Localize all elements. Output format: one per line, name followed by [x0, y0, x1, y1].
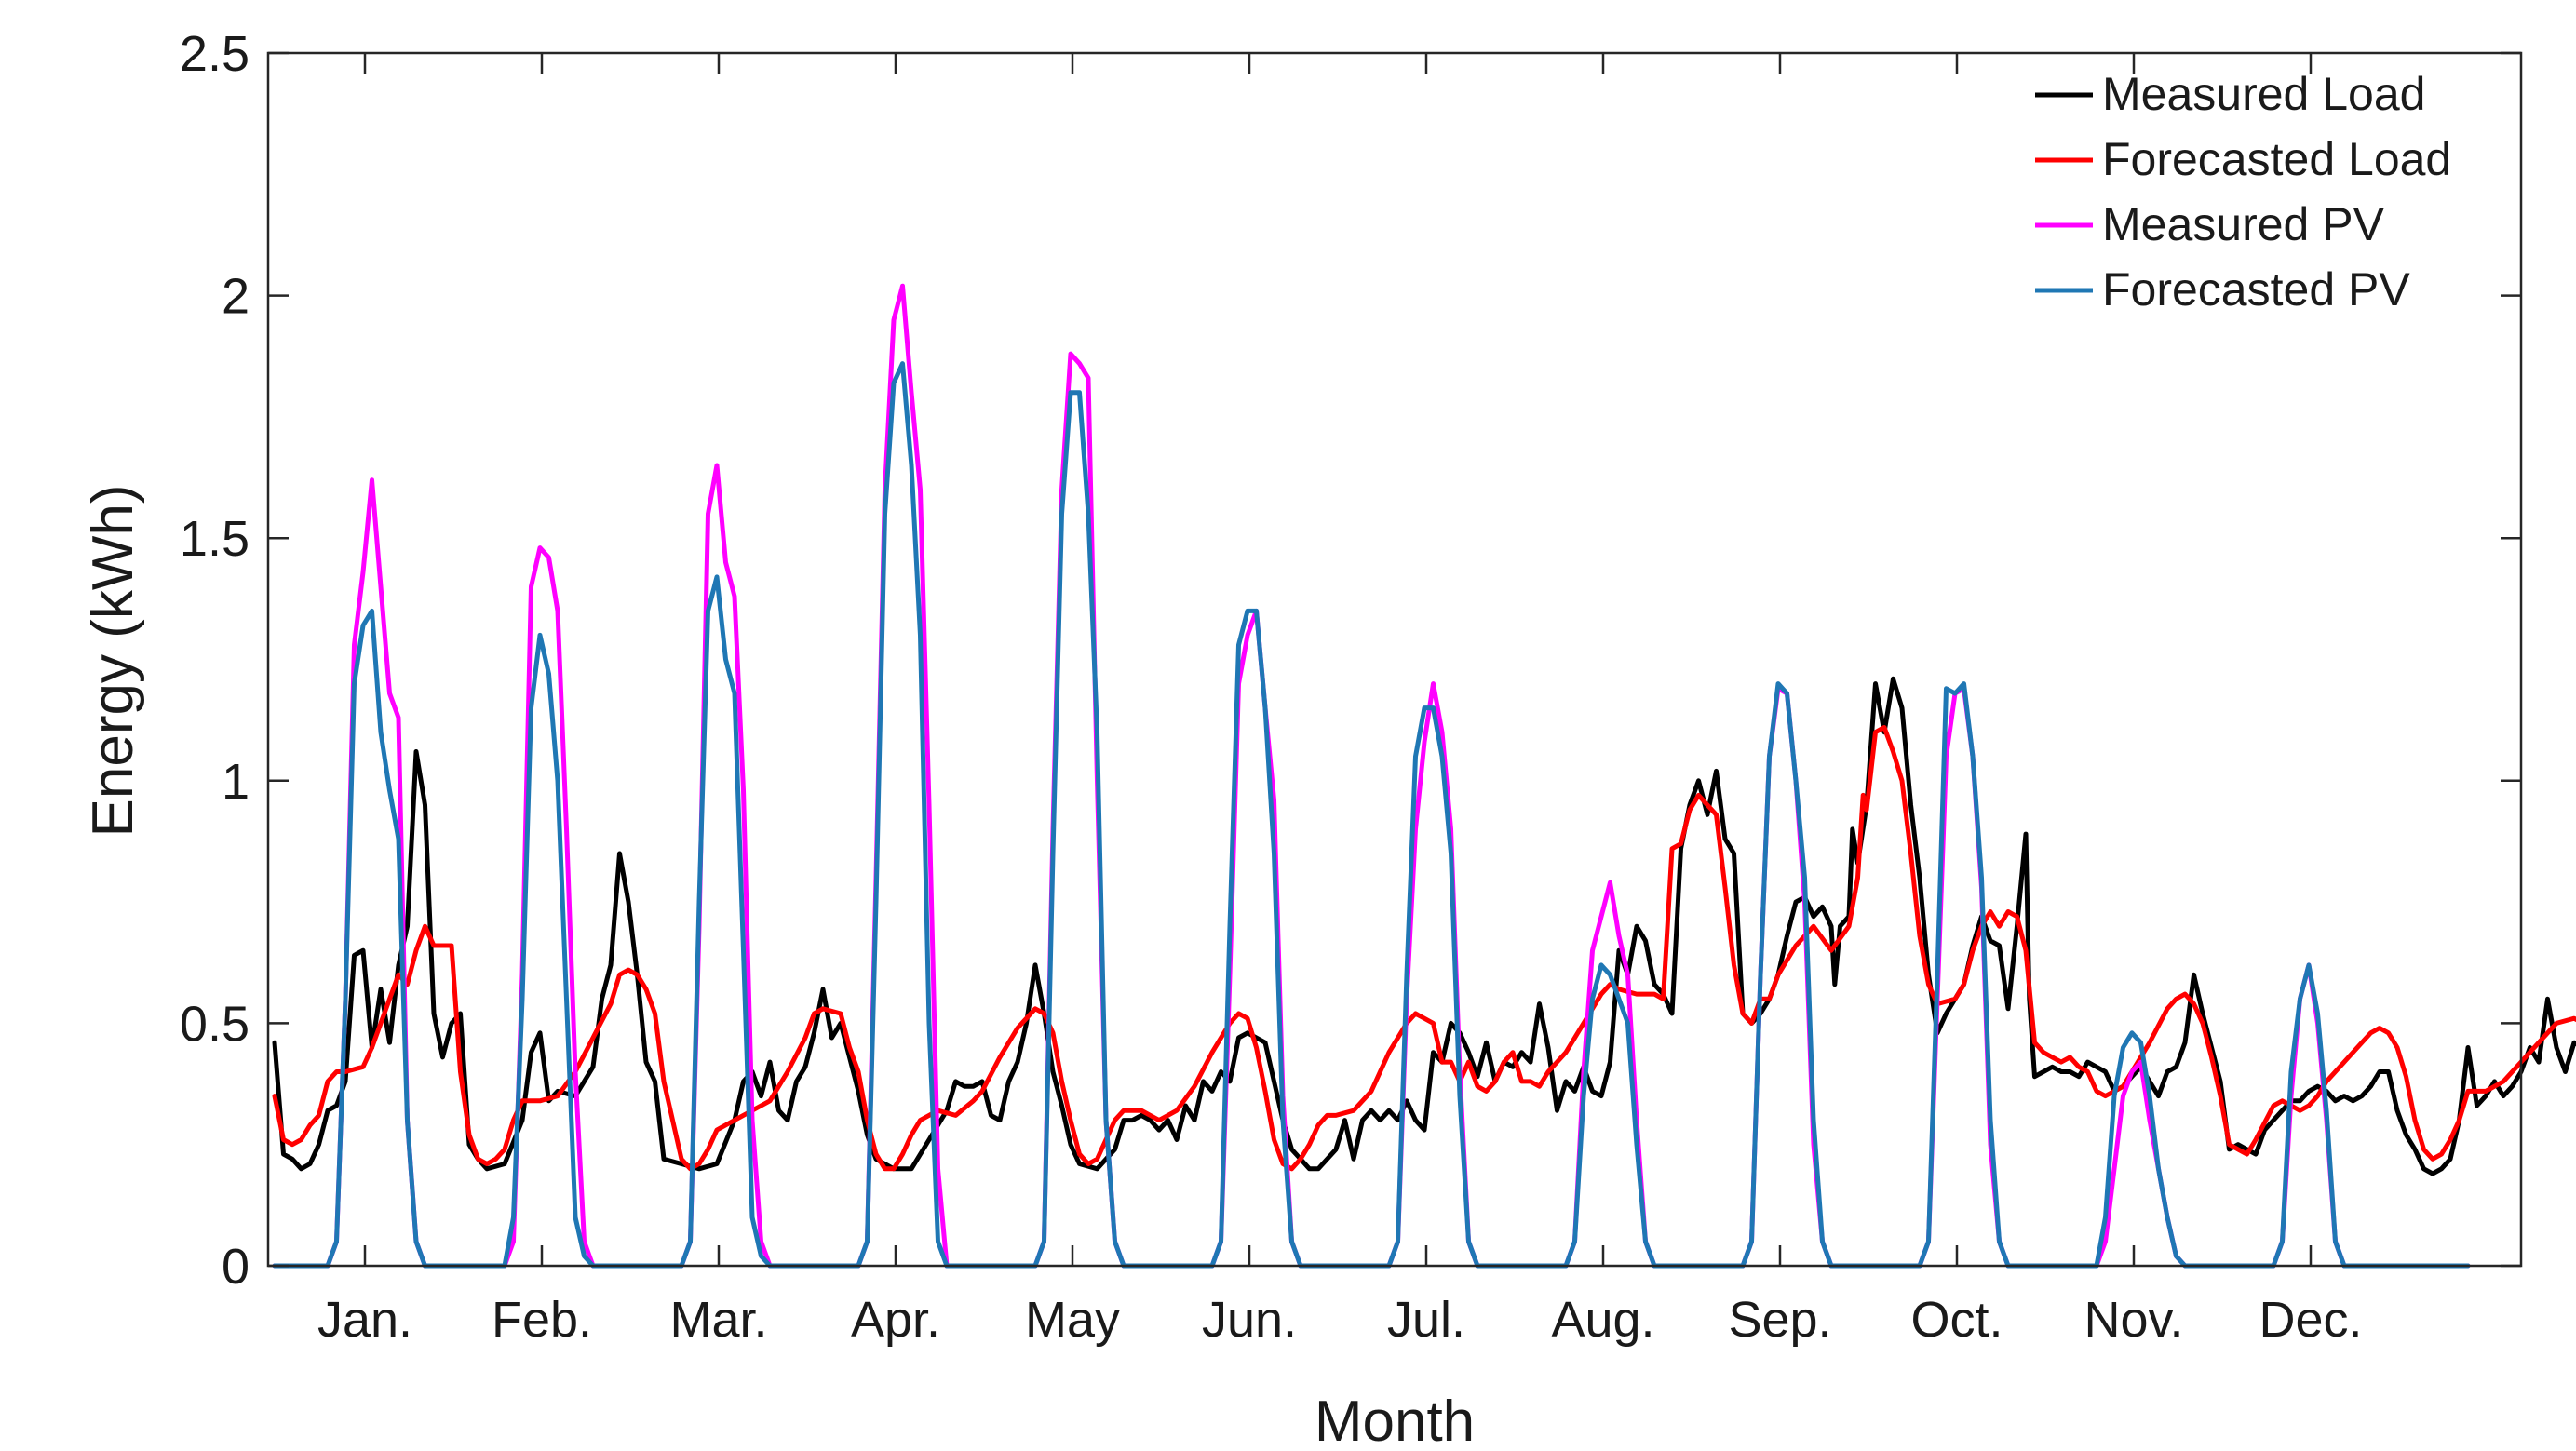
x-tick-label: Nov.	[2084, 1292, 2183, 1348]
plot-lines	[272, 283, 2576, 1269]
x-tick-label: Feb.	[492, 1292, 592, 1348]
y-tick-label: 2.5	[180, 26, 250, 82]
plot-area-frame	[266, 51, 2523, 1268]
series-line-forecasted-pv	[272, 361, 2471, 1269]
y-tick-label: 0	[222, 1239, 250, 1295]
y-tick-label: 1.5	[180, 511, 250, 567]
legend-label: Measured PV	[2102, 198, 2385, 250]
y-tick-label: 1	[222, 754, 250, 810]
y-axis-title: Energy (kWh)	[81, 485, 145, 838]
legend-label: Measured Load	[2102, 68, 2425, 120]
x-tick-label: Apr.	[851, 1292, 940, 1348]
series-line-forecasted-load	[272, 725, 2576, 1172]
x-tick-label: Mar.	[669, 1292, 767, 1348]
legend-label: Forecasted Load	[2102, 133, 2451, 185]
y-tick-label: 0.5	[180, 996, 250, 1052]
x-tick-label: Oct.	[1910, 1292, 2003, 1348]
x-tick-label: Dec.	[2259, 1292, 2362, 1348]
x-tick-label: Jul.	[1387, 1292, 1465, 1348]
legend-label: Forecasted PV	[2102, 263, 2410, 316]
y-tick-label: 2	[222, 269, 250, 325]
x-tick-label: Sep.	[1728, 1292, 1831, 1348]
x-axis: Jan. Feb. Mar. Apr. May Jun. Jul. Aug. Sep. Oct. N…	[317, 53, 2363, 1348]
x-tick-label: Jun.	[1202, 1292, 1297, 1348]
x-tick-label: May	[1025, 1292, 1120, 1348]
x-axis-title: Month	[1315, 1390, 1475, 1446]
y-axis: 0 0.5 1 1.5 2 2.5	[180, 26, 2521, 1295]
x-tick-label: Jan.	[317, 1292, 412, 1348]
x-tick-label: Aug.	[1551, 1292, 1654, 1348]
legend: Measured Load Forecasted Load Measured PV F…	[2035, 68, 2451, 316]
